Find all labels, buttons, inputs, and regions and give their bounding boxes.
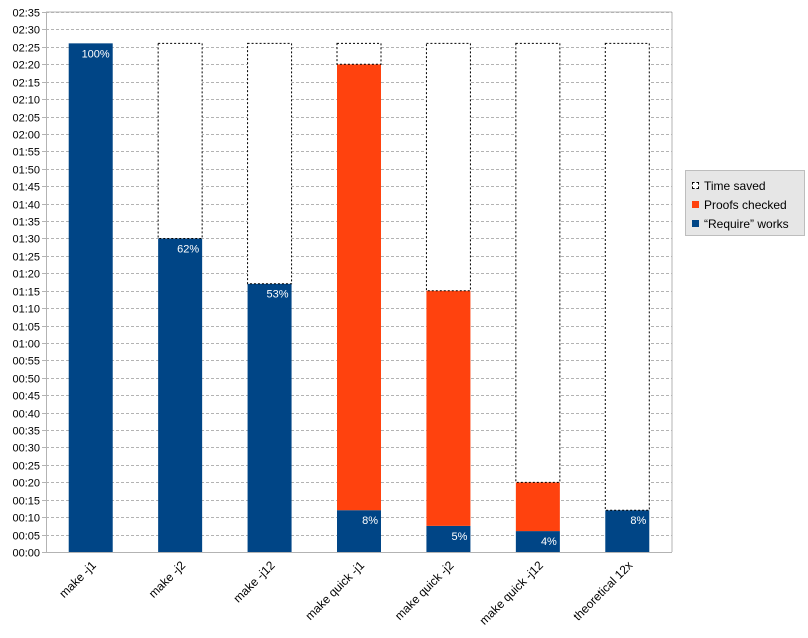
- y-tick-label: 00:50: [12, 374, 40, 386]
- x-tick-label-make-j12: make -j12: [231, 558, 278, 605]
- y-tick-label: 01:50: [12, 165, 40, 177]
- legend-swatch-proofs-checked: [692, 201, 699, 208]
- legend-item-proofs-checked: Proofs checked: [692, 195, 798, 214]
- bar-time-saved-make-j12: [247, 42, 293, 285]
- y-tick-label: 02:35: [12, 8, 40, 20]
- x-tick-label-make-j1: make -j1: [56, 558, 99, 601]
- y-tick-label: 02:10: [12, 95, 40, 107]
- bar-require-works-make-quick-j12: [515, 531, 560, 552]
- legend-label-time-saved: Time saved: [704, 178, 766, 193]
- y-tick-label: 02:00: [12, 130, 40, 142]
- bar-require-works-make-j12: [247, 283, 292, 552]
- y-tick-label: 01:15: [12, 287, 40, 299]
- y-tick-label: 02:15: [12, 78, 40, 90]
- y-tick-label: 01:40: [12, 200, 40, 212]
- y-tick-label: 01:20: [12, 269, 40, 281]
- legend-swatch-time-saved: [692, 182, 699, 189]
- legend: Time saved Proofs checked “Require” work…: [685, 170, 805, 236]
- legend-swatch-require-works: [692, 220, 699, 227]
- x-tick-label-make-quick-j12: make quick -j12: [477, 558, 547, 628]
- bar-time-saved-make-quick-j12: [515, 42, 561, 483]
- y-tick-label: 00:00: [12, 548, 40, 560]
- y-tick-label: 02:30: [12, 25, 40, 37]
- y-tick-label: 00:25: [12, 461, 40, 473]
- legend-item-require-works: “Require” works: [692, 214, 798, 233]
- y-tick-label: 00:10: [12, 513, 40, 525]
- data-label-make-j1: 100%: [82, 48, 110, 60]
- y-tick-label: 00:45: [12, 391, 40, 403]
- bar-time-saved-make-j2: [157, 42, 203, 239]
- y-tick-label: 00:40: [12, 409, 40, 421]
- y-tick-label: 01:05: [12, 322, 40, 334]
- bar-time-saved-make-quick-j1: [336, 42, 382, 65]
- data-label-make-quick-j2: 5%: [452, 531, 468, 543]
- x-tick-label-make-j2: make -j2: [146, 558, 189, 601]
- legend-label-require-works: “Require” works: [704, 216, 789, 231]
- bar-proofs-checked-make-quick-j1: [337, 64, 381, 511]
- y-tick-label: 01:55: [12, 147, 40, 159]
- y-tick-label: 01:10: [12, 304, 40, 316]
- bar-proofs-checked-make-quick-j12: [515, 482, 560, 532]
- bar-require-works-make-j1: [68, 43, 113, 553]
- x-tick-label-make-quick-j1: make quick -j1: [303, 558, 368, 623]
- data-label-theoretical-12x: 8%: [630, 515, 646, 527]
- bar-require-works-theoretical-12x: [605, 510, 650, 552]
- y-tick-label: 02:20: [12, 60, 40, 72]
- bars: [68, 42, 650, 553]
- bar-time-saved-make-quick-j2: [425, 42, 471, 292]
- y-tick-label: 01:25: [12, 252, 40, 264]
- y-tick-label: 01:45: [12, 182, 40, 194]
- data-label-make-j12: 53%: [267, 289, 289, 301]
- x-axis-labels: make -j1 make -j2 make -j12 make quick -j1 m…: [56, 558, 635, 628]
- data-label-make-quick-j1: 8%: [362, 515, 378, 527]
- y-tick-label: 00:35: [12, 426, 40, 438]
- bar-require-works-make-quick-j1: [337, 510, 381, 552]
- bar-require-works-make-quick-j2: [426, 525, 471, 552]
- bar-require-works-make-j2: [158, 238, 203, 553]
- data-label-make-j2: 62%: [177, 243, 199, 255]
- y-tick-label: 01:30: [12, 234, 40, 246]
- x-tick-label-make-quick-j2: make quick -j2: [392, 558, 457, 623]
- y-tick-label: 00:55: [12, 356, 40, 368]
- percent-labels: 100% 62% 53% 8% 5% 4% 8%: [82, 48, 647, 548]
- bar-proofs-checked-make-quick-j2: [426, 290, 471, 526]
- y-tick-label: 00:05: [12, 531, 40, 543]
- y-tick-label: 01:35: [12, 217, 40, 229]
- y-axis-ticks: 00:00 00:05 00:10 00:15 00:20 00:25 00:30 00:35…: [12, 8, 40, 560]
- y-tick-label: 00:30: [12, 443, 40, 455]
- legend-item-time-saved: Time saved: [692, 176, 798, 195]
- legend-label-proofs-checked: Proofs checked: [704, 197, 787, 212]
- y-tick-label: 02:25: [12, 43, 40, 55]
- x-tick-label-theoretical-12x: theoretical 12x: [570, 558, 635, 623]
- y-tick-label: 00:15: [12, 496, 40, 508]
- data-label-make-quick-j12: 4%: [541, 536, 557, 548]
- bar-time-saved-theoretical-12x: [604, 42, 650, 511]
- y-tick-label: 00:20: [12, 478, 40, 490]
- y-tick-label: 01:00: [12, 339, 40, 351]
- y-tick-label: 02:05: [12, 113, 40, 125]
